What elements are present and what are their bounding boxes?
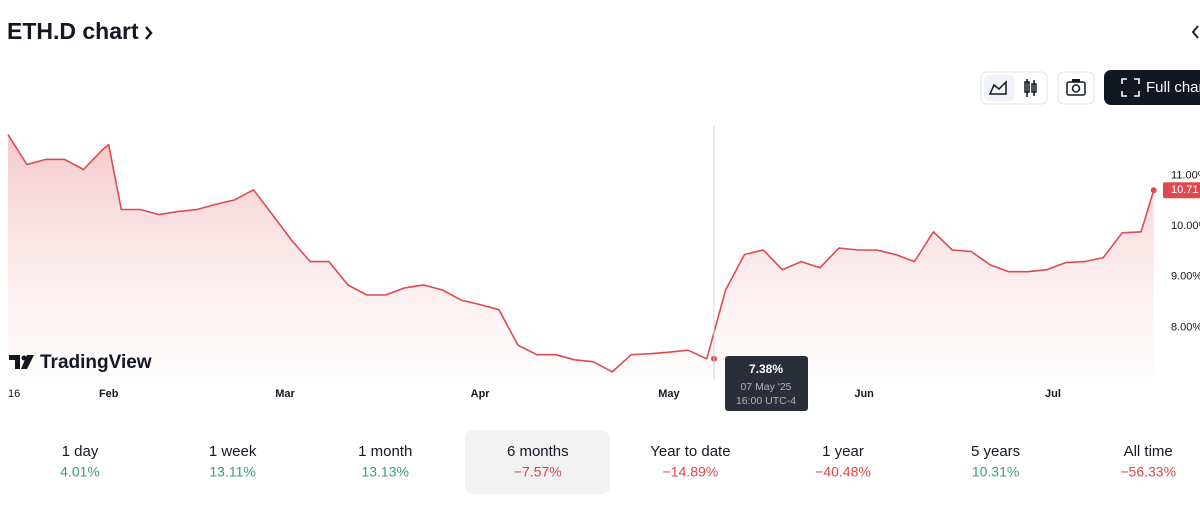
chart-style-toggle — [980, 71, 1048, 105]
period-change[interactable]: −7.57% — [514, 464, 562, 480]
title-chevron[interactable] — [145, 26, 153, 40]
x-tick-label: Jul — [1045, 388, 1061, 400]
tooltip-box — [725, 356, 808, 411]
period-selector: 1 day 4.01% 1 week 13.11% 1 month 13.13% 6 mon… — [60, 443, 1176, 480]
period-change[interactable]: 4.01% — [60, 464, 100, 480]
full-chart-label[interactable]: Full chart — [1146, 79, 1200, 96]
period-button[interactable]: All time −56.33% — [1120, 443, 1176, 480]
period-label[interactable]: 1 month — [358, 443, 412, 460]
period-button[interactable]: 1 week 13.11% — [209, 443, 257, 480]
tooltip-value: 7.38% — [749, 362, 783, 376]
x-tick-label: Feb — [99, 388, 119, 400]
tooltip-time: 16:00 UTC-4 — [736, 395, 796, 407]
period-button[interactable]: 1 month 13.13% — [358, 443, 412, 480]
last-price-dot — [1150, 187, 1157, 194]
period-button[interactable]: 1 year −40.48% — [815, 443, 871, 480]
x-tick-label: Mar — [275, 388, 295, 400]
y-tick-label: 8.00% — [1171, 321, 1200, 333]
period-button[interactable]: 5 years 10.31% — [971, 443, 1020, 480]
x-tick-label: Apr — [471, 388, 491, 400]
x-tick-label: Jun — [854, 388, 874, 400]
period-label[interactable]: 5 years — [971, 443, 1020, 460]
watermark-text: TradingView — [40, 352, 152, 373]
y-tick-label: 10.00% — [1171, 220, 1200, 232]
period-change[interactable]: −56.33% — [1120, 464, 1176, 480]
period-change[interactable]: 10.31% — [972, 464, 1019, 480]
period-button[interactable]: Year to date −14.89% — [650, 443, 730, 480]
last-price-tag — [1163, 182, 1200, 199]
x-tick-label: 16 — [8, 388, 20, 400]
full-chart-button[interactable]: Full chart — [1104, 70, 1200, 105]
back-chevron[interactable] — [1191, 25, 1199, 39]
period-button[interactable]: 6 months −7.57% — [507, 443, 569, 480]
page-title[interactable]: ETH.D chart — [7, 18, 139, 44]
last-price-label: 10.71 — [1171, 184, 1199, 196]
period-label[interactable]: 1 year — [822, 443, 864, 460]
area-icon — [988, 80, 1007, 95]
period-label[interactable]: 6 months — [507, 443, 569, 460]
period-change[interactable]: 13.11% — [209, 464, 255, 480]
snapshot-button[interactable] — [1057, 71, 1095, 105]
period-label[interactable]: 1 week — [209, 443, 257, 460]
price-line — [7, 134, 1155, 373]
period-change[interactable]: −40.48% — [815, 464, 871, 480]
period-label[interactable]: 1 day — [62, 443, 99, 460]
tooltip-date: 07 May '25 — [740, 381, 791, 393]
period-button[interactable]: 1 day 4.01% — [60, 443, 100, 480]
tooltip: 7.38% 07 May '25 16:00 UTC-4 — [725, 356, 808, 411]
period-label[interactable]: Year to date — [650, 443, 730, 460]
selected-period-highlight — [465, 430, 610, 494]
plot-area: 11.00% 10.00% 9.00% 8.00% 16 Feb Mar Apr May Jun J… — [7, 134, 1200, 400]
tradingview-logo: TradingView — [9, 352, 152, 373]
area-fill — [8, 134, 1154, 378]
candle-style-button[interactable] — [1024, 79, 1037, 97]
period-change[interactable]: 13.13% — [361, 464, 408, 480]
x-tick-label: May — [658, 388, 680, 400]
period-change[interactable]: −14.89% — [663, 464, 719, 480]
y-tick-label: 9.00% — [1171, 271, 1200, 283]
y-tick-label: 11.00% — [1171, 170, 1200, 182]
period-label[interactable]: All time — [1124, 443, 1173, 460]
